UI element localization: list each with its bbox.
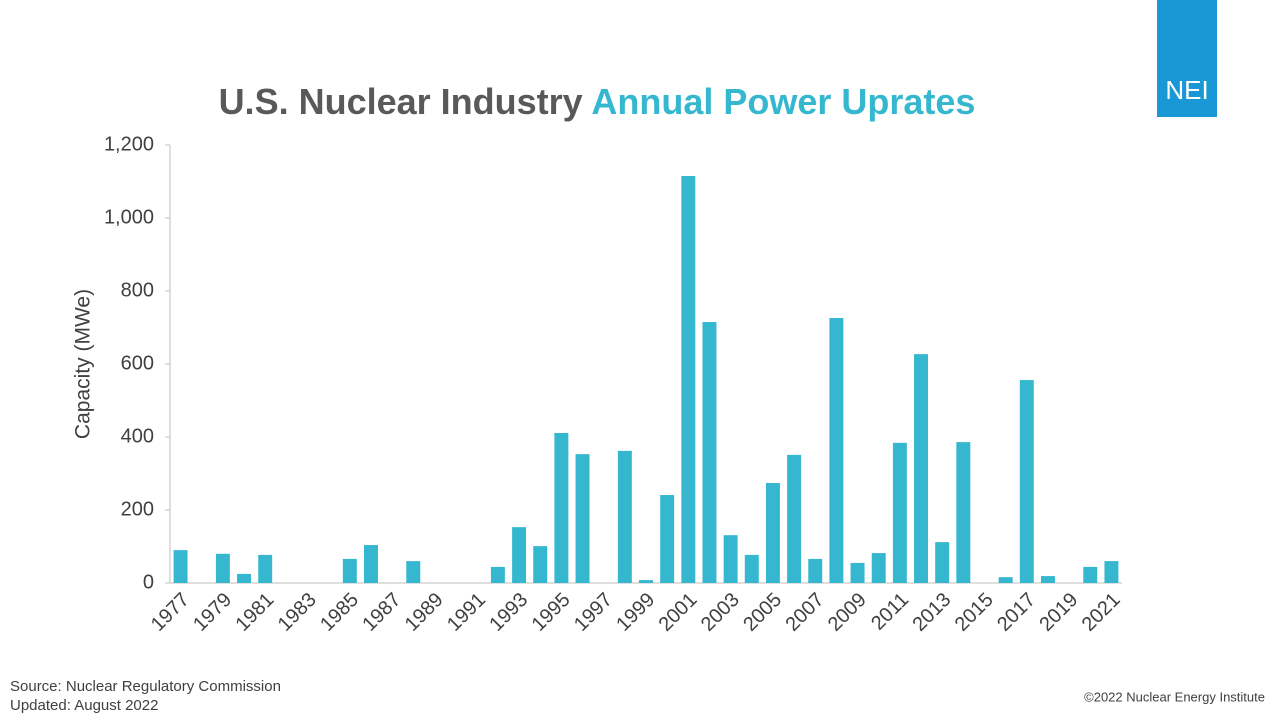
y-tick-label: 0 [143, 571, 154, 593]
bar [1104, 561, 1119, 583]
logo: NEI [1165, 75, 1208, 105]
bar [660, 495, 675, 583]
y-tick-label: 1,000 [104, 206, 154, 228]
title-main: U.S. Nuclear Industry [219, 81, 583, 122]
bar [850, 562, 865, 583]
bar [215, 553, 230, 583]
x-tick-label: 2003 [697, 589, 744, 636]
bar [258, 554, 273, 583]
y-tick-label: 800 [121, 279, 154, 301]
y-tick-label: 400 [121, 425, 154, 447]
y-tick-label: 600 [121, 352, 154, 374]
x-tick-label: 2001 [655, 589, 702, 636]
bar [744, 554, 759, 583]
bar [554, 432, 569, 583]
updated-note: Updated: August 2022 [10, 697, 158, 714]
bar [765, 482, 780, 583]
x-tick-label: 1977 [147, 589, 194, 636]
bar [342, 558, 357, 583]
copyright: ©2022 Nuclear Energy Institute [1084, 689, 1265, 704]
bar [914, 354, 929, 583]
bar [829, 318, 844, 583]
bar [681, 176, 696, 583]
bar [237, 573, 252, 583]
x-tick-label: 1985 [316, 589, 363, 636]
bar [406, 561, 421, 583]
bar [173, 550, 188, 583]
title-highlight: Annual Power Uprates [591, 81, 975, 122]
bar [956, 442, 971, 583]
y-tick-label: 200 [121, 498, 154, 520]
x-tick-label: 1989 [401, 589, 448, 636]
x-tick-label: 2015 [951, 589, 998, 636]
bar [639, 580, 653, 583]
x-tick-label: 2011 [867, 589, 913, 635]
x-tick-label: 2019 [1035, 589, 1082, 636]
bar [787, 454, 802, 583]
bar [363, 545, 378, 583]
x-tick-label: 2017 [993, 589, 1040, 636]
bar [935, 542, 950, 583]
x-tick-label: 1981 [231, 589, 278, 636]
x-tick-label: 2013 [908, 589, 955, 636]
bar [892, 442, 907, 583]
logo-box [1157, 0, 1217, 117]
y-tick-label: 1,200 [104, 133, 154, 155]
bar [512, 527, 527, 583]
bar [723, 535, 738, 583]
x-tick-label: 1979 [189, 589, 236, 636]
bar [1040, 576, 1055, 583]
bar [1019, 380, 1034, 583]
bar [575, 454, 590, 583]
bar [808, 558, 823, 583]
x-tick-label: 1987 [358, 589, 405, 636]
x-tick-label: 1983 [274, 589, 321, 636]
x-tick-label: 1997 [570, 589, 617, 636]
y-axis-label: Capacity (MWe) [72, 289, 95, 439]
x-tick-label: 1999 [612, 589, 659, 636]
x-tick-label: 2021 [1078, 589, 1125, 636]
x-tick-label: 1991 [443, 589, 490, 636]
bar [871, 553, 886, 583]
x-tick-label: 2005 [739, 589, 786, 636]
source-note: Source: Nuclear Regulatory Commission [10, 678, 281, 695]
bar [617, 450, 632, 583]
bar [702, 322, 717, 583]
bar [1083, 566, 1098, 583]
x-tick-label: 2009 [824, 589, 871, 636]
chart-title: U.S. Nuclear Industry Annual Power Uprat… [219, 81, 976, 122]
bar [533, 546, 548, 583]
x-tick-label: 1993 [485, 589, 532, 636]
x-tick-label: 1995 [528, 589, 575, 636]
bar [998, 577, 1013, 583]
x-tick-label: 2007 [781, 589, 828, 636]
bar [490, 566, 505, 583]
